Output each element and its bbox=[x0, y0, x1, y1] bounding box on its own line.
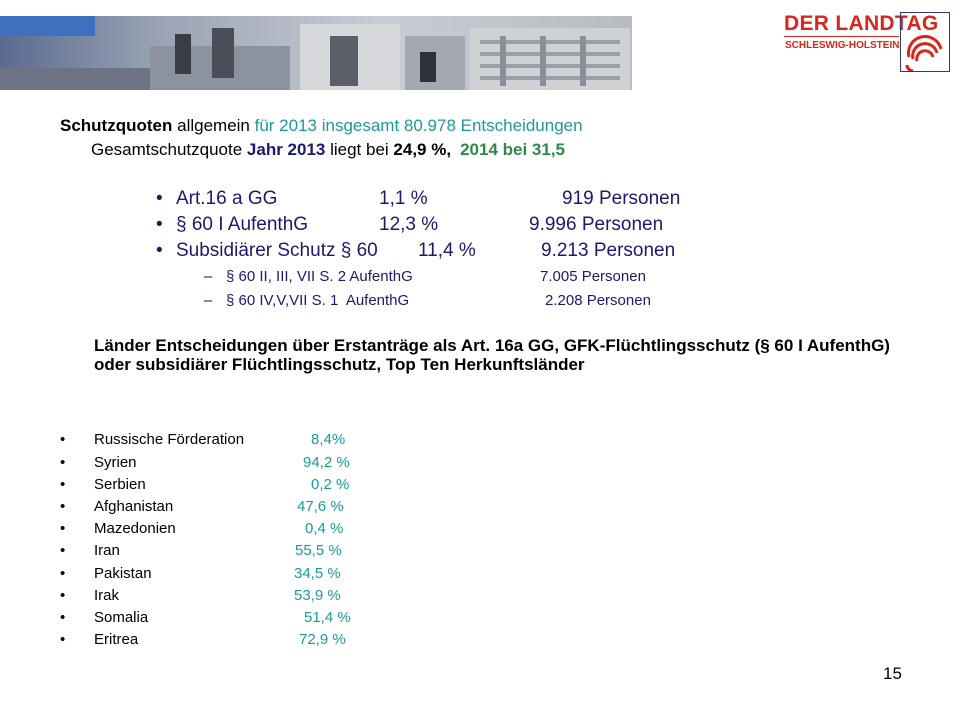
quota-label: § 60 I AufenthG bbox=[176, 214, 309, 235]
landtag-logo: DER LANDTAG SCHLESWIG-HOLSTEIN bbox=[784, 12, 954, 82]
country-value: 47,6 % bbox=[297, 498, 344, 515]
quota-label: Subsidiärer Schutz § 60 bbox=[176, 240, 378, 261]
list-item: • Irak 53,9 % bbox=[60, 587, 460, 607]
quota-row: • bbox=[156, 240, 163, 262]
list-item: • Serbien 0,2 % bbox=[60, 476, 460, 496]
total-quota-value: 24,9 %, bbox=[393, 140, 452, 159]
countries-heading: Länder Entscheidungen über Erstanträge a… bbox=[94, 336, 890, 374]
headline-mid: allgemein bbox=[172, 116, 255, 135]
country-value: 55,5 % bbox=[295, 542, 342, 559]
bullet-icon: • bbox=[60, 476, 66, 493]
logo-emblem-icon bbox=[900, 12, 950, 73]
sub-quota-label: § 60 IV,V,VII S. 1 AufenthG bbox=[226, 292, 410, 309]
country-value: 34,5 % bbox=[294, 565, 341, 582]
country-name: Mazedonien bbox=[94, 520, 176, 537]
country-value: 53,9 % bbox=[294, 587, 341, 604]
bullet-icon: • bbox=[60, 542, 66, 559]
country-name: Iran bbox=[94, 542, 120, 559]
bullet-icon: • bbox=[156, 214, 163, 235]
bullet-icon: • bbox=[60, 520, 66, 537]
bullet-icon: • bbox=[60, 431, 66, 448]
list-item: • Mazedonien 0,4 % bbox=[60, 520, 460, 540]
country-name: Russische Förderation bbox=[94, 431, 245, 448]
quota-persons: 919 Personen bbox=[562, 188, 681, 209]
bullet-icon: • bbox=[60, 587, 66, 604]
country-name: Pakistan bbox=[94, 565, 152, 582]
headline-total: für 2013 insgesamt 80.978 Entscheidungen bbox=[254, 116, 583, 135]
bullet-icon: • bbox=[156, 188, 163, 209]
list-item: • Eritrea 72,9 % bbox=[60, 631, 460, 651]
quota-persons: 9.213 Personen bbox=[541, 240, 676, 261]
country-value: 0,4 % bbox=[305, 520, 344, 537]
country-value: 51,4 % bbox=[304, 609, 351, 626]
country-value: 72,9 % bbox=[299, 631, 346, 648]
total-quota-label: Gesamtschutzquote bbox=[91, 140, 247, 159]
country-name: Eritrea bbox=[94, 631, 139, 648]
headline-line-1: Schutzquoten allgemein für 2013 insgesam… bbox=[60, 116, 583, 136]
quota-row: • bbox=[156, 214, 163, 236]
list-item: • Russische Förderation 8,4% bbox=[60, 431, 460, 451]
list-item: • Syrien 94,2 % bbox=[60, 454, 460, 474]
list-item: • Afghanistan 47,6 % bbox=[60, 498, 460, 518]
sub-quota-label: § 60 II, III, VII S. 2 AufenthG bbox=[226, 268, 413, 285]
quota-persons: 9.996 Personen bbox=[529, 214, 664, 235]
bullet-icon: • bbox=[60, 609, 66, 626]
total-quota-year: Jahr 2013 bbox=[246, 140, 326, 159]
logo-rule bbox=[784, 36, 899, 37]
bullet-icon: • bbox=[60, 498, 66, 515]
dash-icon: – bbox=[204, 268, 213, 285]
country-name: Afghanistan bbox=[94, 498, 174, 515]
country-value: 94,2 % bbox=[303, 454, 350, 471]
total-quota-mid: liegt bei bbox=[325, 140, 394, 159]
sub-quota-persons: 7.005 Personen bbox=[540, 268, 646, 285]
header-photo-image bbox=[0, 16, 632, 90]
dash-icon: – bbox=[204, 292, 213, 309]
page-number: 15 bbox=[883, 664, 902, 683]
country-name: Irak bbox=[94, 587, 120, 604]
header-photo-strip bbox=[0, 16, 632, 90]
quota-percent: 12,3 % bbox=[379, 214, 439, 235]
quota-row: • bbox=[156, 188, 163, 210]
quota-label: Art.16 a GG bbox=[176, 188, 278, 209]
bullet-icon: • bbox=[156, 240, 163, 261]
total-quota-2014: 2014 bei 31,5 bbox=[460, 140, 565, 159]
bullet-icon: • bbox=[60, 631, 66, 648]
sub-quota-persons: 2.208 Personen bbox=[545, 292, 651, 309]
bullet-icon: • bbox=[60, 454, 66, 471]
headline-bold: Schutzquoten bbox=[60, 116, 173, 135]
list-item: • Pakistan 34,5 % bbox=[60, 565, 460, 585]
headline-line-2: Gesamtschutzquote Jahr 2013 liegt bei 24… bbox=[91, 140, 565, 160]
country-name: Serbien bbox=[94, 476, 146, 493]
quota-percent: 11,4 % bbox=[418, 240, 476, 261]
bullet-icon: • bbox=[60, 565, 66, 582]
country-name: Syrien bbox=[94, 454, 137, 471]
country-value: 8,4% bbox=[311, 431, 346, 448]
quota-percent: 1,1 % bbox=[379, 188, 428, 209]
country-value: 0,2 % bbox=[311, 476, 350, 493]
logo-subtitle: SCHLESWIG-HOLSTEIN bbox=[785, 40, 900, 51]
list-item: • Iran 55,5 % bbox=[60, 542, 460, 562]
logo-title: DER LANDTAG bbox=[784, 12, 939, 35]
list-item: • Somalia 51,4 % bbox=[60, 609, 460, 629]
country-name: Somalia bbox=[94, 609, 149, 626]
